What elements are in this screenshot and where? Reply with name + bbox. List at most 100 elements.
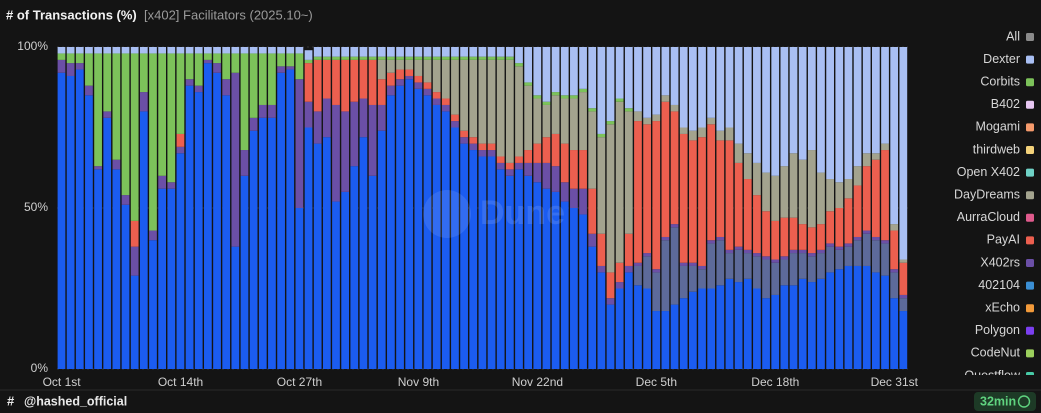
legend-label[interactable]: PayAI [987, 233, 1020, 247]
bar-segment [533, 98, 542, 144]
legend-swatch[interactable] [1026, 100, 1034, 109]
bar-segment [570, 95, 578, 99]
bar-segment [899, 262, 908, 295]
bar-segment [634, 285, 642, 369]
bar-segment [524, 82, 533, 86]
bar-segment [606, 121, 615, 125]
legend-label[interactable]: AurraCloud [957, 210, 1020, 224]
bar-segment [725, 127, 734, 141]
bar-segment [405, 47, 414, 57]
legend-swatch[interactable] [1026, 304, 1034, 313]
x-tick-label: Oct 14th [158, 375, 203, 389]
bar-segment [231, 72, 240, 247]
bar-segment [807, 227, 816, 254]
legend-label[interactable]: Questflow [964, 368, 1021, 382]
bar-segment [615, 47, 624, 99]
bar-segment [515, 63, 523, 67]
legend-label[interactable]: Mogami [976, 120, 1020, 134]
legend-swatch[interactable] [1026, 372, 1034, 380]
legend-swatch[interactable] [1026, 55, 1034, 64]
legend-swatch[interactable] [1026, 168, 1034, 177]
legend-label[interactable]: B402 [991, 97, 1020, 111]
bar-segment [688, 140, 697, 263]
legend-label[interactable]: 402104 [978, 278, 1020, 292]
bar-segment [652, 47, 661, 115]
bar-segment [112, 47, 121, 54]
bar-segment [780, 166, 789, 218]
legend-swatch[interactable] [1026, 349, 1034, 358]
legend-swatch[interactable] [1026, 259, 1034, 267]
legend-label[interactable]: X402rs [980, 255, 1020, 269]
bar-segment [780, 259, 789, 286]
legend-label[interactable]: thirdweb [973, 142, 1020, 156]
bar-segment [359, 137, 368, 369]
legend-swatch[interactable] [1026, 78, 1034, 87]
bar-segment [579, 92, 587, 151]
bar-segment [469, 47, 478, 57]
bar-segment [149, 240, 157, 369]
legend-label[interactable]: All [1006, 29, 1020, 43]
legend-swatch[interactable] [1026, 146, 1034, 154]
legend-label[interactable]: xEcho [985, 300, 1020, 314]
bar-segment [112, 159, 121, 170]
legend-label[interactable]: CodeNut [971, 346, 1021, 360]
bar-segment [871, 240, 880, 273]
bar-segment [643, 253, 651, 257]
bar-segment [588, 111, 597, 189]
bar-segment [286, 53, 295, 67]
bar-segment [149, 230, 157, 241]
bar-segment [322, 137, 331, 369]
bar-segment [240, 175, 249, 369]
bar-segment [377, 130, 386, 369]
legend-swatch[interactable] [1026, 191, 1034, 200]
legend-swatch[interactable] [1026, 213, 1034, 222]
legend-swatch[interactable] [1026, 281, 1034, 290]
bar-segment [432, 104, 441, 370]
bar-segment [387, 47, 395, 57]
legend-swatch[interactable] [1026, 236, 1034, 245]
bar-segment [286, 47, 295, 54]
bar-segment [204, 53, 212, 60]
bar-segment [158, 175, 167, 189]
bar-segment [350, 56, 359, 60]
bar-segment [762, 172, 770, 212]
legend-label[interactable]: Polygon [975, 323, 1020, 337]
bar-segment [826, 272, 834, 369]
bar-segment [350, 47, 359, 57]
bar-segment [441, 59, 450, 99]
bar-segment [295, 79, 304, 208]
legend-swatch[interactable] [1026, 326, 1034, 335]
bar-segment [579, 150, 587, 189]
bar-segment [396, 69, 404, 80]
bar-segment [688, 47, 697, 131]
bar-segment [268, 53, 276, 105]
bar-segment [707, 124, 716, 241]
footer-author[interactable]: @hashed_official [24, 394, 127, 408]
bar-segment [542, 162, 551, 189]
bar-segment [743, 278, 752, 369]
legend-label[interactable]: Corbits [980, 74, 1020, 88]
bar-segment [807, 253, 816, 257]
bar-segment [624, 233, 633, 266]
bar-segment [817, 253, 825, 279]
bar-segment [185, 79, 194, 86]
bar-segment [85, 53, 93, 86]
legend-swatch[interactable] [1026, 33, 1034, 41]
bar-segment [487, 150, 496, 157]
bar-segment [277, 47, 285, 54]
bar-segment [158, 47, 167, 54]
bar-segment [871, 47, 880, 154]
legend-label[interactable]: Open X402 [957, 165, 1020, 179]
bar-segment [103, 111, 112, 118]
legend-label[interactable]: DayDreams [954, 187, 1020, 201]
bar-segment [762, 259, 770, 299]
bar-segment [679, 265, 688, 299]
bar-segment [341, 47, 350, 57]
bar-segment [606, 124, 615, 273]
bar-segment [789, 249, 798, 254]
legend-swatch[interactable] [1026, 123, 1034, 132]
legend-label[interactable]: Dexter [983, 52, 1020, 66]
y-tick-label: 0% [31, 361, 49, 375]
bar-segment [734, 249, 743, 283]
bar-segment [460, 143, 468, 369]
